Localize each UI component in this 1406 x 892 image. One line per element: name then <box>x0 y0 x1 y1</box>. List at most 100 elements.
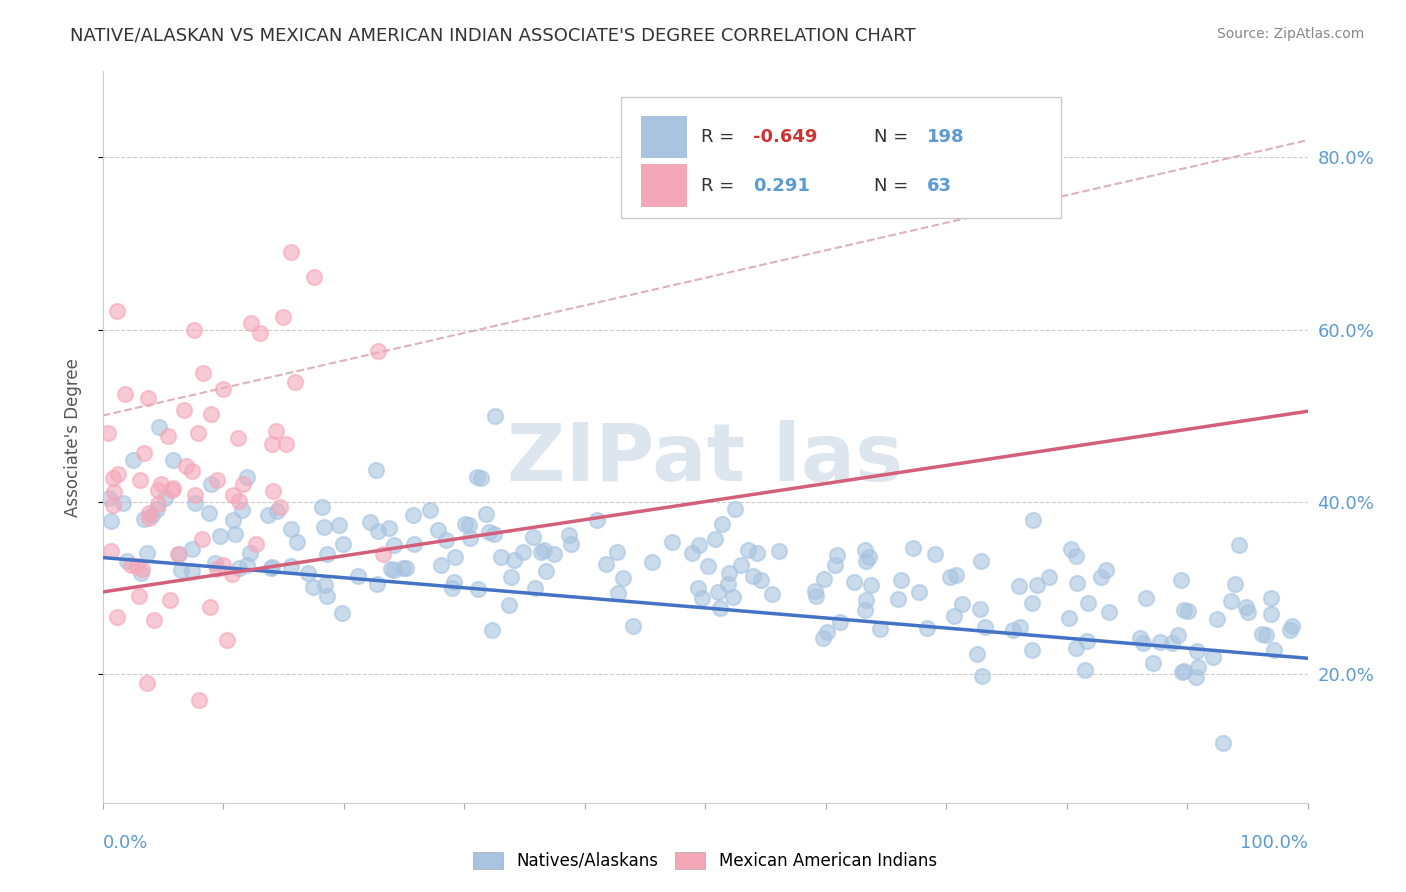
Text: 0.0%: 0.0% <box>103 834 148 852</box>
Point <box>222 488 245 502</box>
Point <box>730 558 752 572</box>
Point <box>842 574 865 589</box>
Point <box>467 582 489 596</box>
Point <box>1076 634 1098 648</box>
Point <box>908 585 931 599</box>
Point <box>209 529 232 543</box>
Point <box>440 582 463 596</box>
Point <box>1002 624 1025 638</box>
Point <box>183 322 205 336</box>
Point <box>855 603 877 617</box>
Point <box>184 495 207 509</box>
Point <box>180 564 202 578</box>
Point <box>111 496 134 510</box>
Point <box>970 669 993 683</box>
Point <box>280 559 302 574</box>
Point <box>142 613 165 627</box>
Point <box>901 541 924 555</box>
Point <box>257 508 280 522</box>
Point <box>97 426 120 441</box>
Point <box>174 459 197 474</box>
Point <box>606 586 628 600</box>
Point <box>1223 577 1246 591</box>
Point <box>707 585 730 599</box>
Point <box>661 535 683 549</box>
Point <box>101 471 124 485</box>
Point <box>803 584 825 599</box>
Point <box>443 575 465 590</box>
Point <box>301 580 323 594</box>
Point <box>266 504 288 518</box>
Point <box>378 521 401 535</box>
Point <box>924 548 946 562</box>
Point <box>239 545 262 559</box>
Point <box>950 597 973 611</box>
Legend: Natives/Alaskans, Mexican American Indians: Natives/Alaskans, Mexican American India… <box>468 847 942 875</box>
Point <box>1094 563 1116 577</box>
Point <box>311 500 333 514</box>
Point <box>148 420 170 434</box>
Point <box>1202 649 1225 664</box>
Point <box>523 581 546 595</box>
Text: 198: 198 <box>927 128 965 146</box>
Point <box>135 675 157 690</box>
FancyBboxPatch shape <box>621 97 1060 218</box>
Point <box>688 537 710 551</box>
Point <box>101 498 124 512</box>
Point <box>741 569 763 583</box>
Point <box>129 566 152 580</box>
Point <box>207 474 229 488</box>
Point <box>586 513 609 527</box>
Point <box>697 558 720 573</box>
Point <box>1098 605 1121 619</box>
Point <box>560 536 582 550</box>
Point <box>129 473 152 487</box>
Point <box>188 692 211 706</box>
Point <box>969 601 991 615</box>
Point <box>945 567 967 582</box>
Point <box>382 563 405 577</box>
Point <box>224 527 246 541</box>
Point <box>380 562 402 576</box>
Point <box>458 518 481 533</box>
Point <box>221 513 243 527</box>
Point <box>686 582 709 596</box>
Point <box>859 577 882 591</box>
Point <box>312 520 335 534</box>
Point <box>1077 597 1099 611</box>
Point <box>595 557 617 571</box>
Point <box>1064 549 1087 564</box>
Point <box>205 562 228 576</box>
Point <box>737 543 759 558</box>
Point <box>1187 659 1209 673</box>
Point <box>470 471 492 485</box>
Point <box>533 542 555 557</box>
Point <box>105 610 128 624</box>
Point <box>260 561 283 575</box>
Point <box>392 560 415 574</box>
Point <box>1173 603 1195 617</box>
Point <box>606 545 628 559</box>
Point <box>138 506 160 520</box>
Point <box>853 543 876 558</box>
Point <box>1256 628 1278 642</box>
Point <box>103 484 125 499</box>
Point <box>402 508 425 522</box>
Point <box>200 477 222 491</box>
Point <box>280 522 302 536</box>
Point <box>530 544 553 558</box>
Text: Source: ZipAtlas.com: Source: ZipAtlas.com <box>1216 27 1364 41</box>
Point <box>157 429 180 443</box>
Point <box>522 530 544 544</box>
Point <box>184 488 207 502</box>
Point <box>641 555 664 569</box>
Point <box>125 558 148 573</box>
Point <box>170 562 193 576</box>
Point <box>612 571 634 585</box>
Point <box>269 500 291 514</box>
Point <box>132 512 155 526</box>
Point <box>316 548 339 562</box>
Point <box>724 502 747 516</box>
Point <box>159 592 181 607</box>
Point <box>943 609 966 624</box>
